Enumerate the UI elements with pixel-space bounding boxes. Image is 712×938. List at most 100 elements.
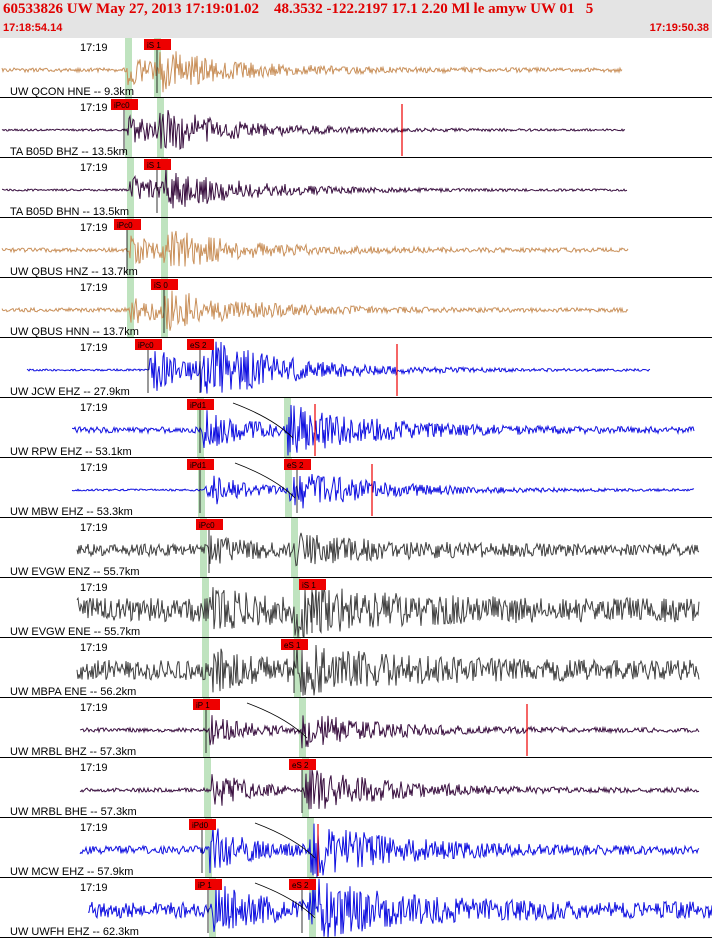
trace-row[interactable]: eS 2 17:19 UW MRBL BHE -- 57.3km xyxy=(0,758,712,818)
trace-time-label: 17:19 xyxy=(80,42,108,54)
arrival-band xyxy=(125,38,132,98)
pick-label: iPd1 xyxy=(190,401,207,410)
trace-row[interactable]: iPc0 17:19 TA B05D BHZ -- 13.5km xyxy=(0,98,712,158)
pick-label: iPc0 xyxy=(199,521,215,530)
waveform xyxy=(71,473,695,509)
trace-time-label: 17:19 xyxy=(80,642,108,654)
arrival-band xyxy=(293,578,300,638)
channel-label: UW MBPA ENE -- 56.2km xyxy=(10,686,136,698)
arrival-band xyxy=(204,758,211,818)
waveform xyxy=(76,532,700,567)
pick-label: eS 2 xyxy=(292,881,309,890)
pick-label: iPd0 xyxy=(192,821,209,830)
trace-row[interactable]: iPc0 17:19 UW EVGW ENZ -- 55.7km xyxy=(0,518,712,578)
trace-time-label: 17:19 xyxy=(80,462,108,474)
pick-flag[interactable] xyxy=(111,99,138,110)
arrival-band xyxy=(285,458,292,518)
pick-flag[interactable] xyxy=(289,879,316,890)
channel-label: UW UWFH EHZ -- 62.3km xyxy=(10,926,139,938)
travel-time-curve xyxy=(254,882,316,919)
pick-label: iPc0 xyxy=(138,341,154,350)
pick-label: eS 2 xyxy=(287,461,304,470)
pick-label: iPc0 xyxy=(117,221,133,230)
travel-time-curve xyxy=(254,822,316,859)
pick-flag[interactable] xyxy=(114,219,141,230)
trace-row[interactable]: iS 1 17:19 UW EVGW ENE -- 55.7km xyxy=(0,578,712,638)
trace-time-label: 17:19 xyxy=(80,582,108,594)
travel-time-curve xyxy=(246,702,308,739)
channel-label: UW RPW EHZ -- 53.1km xyxy=(10,446,132,458)
pick-label: iPd1 xyxy=(190,461,207,470)
pick-flag[interactable] xyxy=(144,159,171,170)
pick-label: eS 2 xyxy=(190,341,207,350)
travel-time-curve xyxy=(234,462,296,499)
pick-label: iS 1 xyxy=(147,41,161,50)
channel-label: UW MBW EHZ -- 53.3km xyxy=(10,506,133,518)
trace-time-label: 17:19 xyxy=(80,882,108,894)
pick-flag[interactable] xyxy=(189,819,216,830)
pick-flag[interactable] xyxy=(144,39,171,50)
waveform xyxy=(76,585,700,638)
pick-label: iP 1 xyxy=(196,701,210,710)
arrival-band xyxy=(198,458,205,518)
arrival-band xyxy=(205,818,212,878)
pick-flag[interactable] xyxy=(299,579,326,590)
waveform xyxy=(88,878,712,938)
pick-flag[interactable] xyxy=(187,339,214,350)
event-title: 60533826 UW May 27, 2013 17:19:01.02 48.… xyxy=(3,1,594,17)
channel-label: TA B05D BHN -- 13.5km xyxy=(10,206,129,218)
waveform xyxy=(1,167,628,209)
pick-flag[interactable] xyxy=(196,519,223,530)
pick-label: iS 1 xyxy=(302,581,316,590)
trace-row[interactable]: iP 1 17:19 UW MRBL BHZ -- 57.3km xyxy=(0,698,712,758)
trace-row[interactable]: iPd0 17:19 UW MCW EHZ -- 57.9km xyxy=(0,818,712,878)
arrival-band xyxy=(127,278,134,338)
channel-label: UW QBUS HNZ -- 13.7km xyxy=(10,266,138,278)
pick-flag[interactable] xyxy=(151,279,178,290)
arrival-band xyxy=(209,878,216,938)
waveform xyxy=(79,823,700,878)
channel-label: UW MCW EHZ -- 57.9km xyxy=(10,866,133,878)
pick-flag[interactable] xyxy=(135,339,162,350)
waveform xyxy=(26,341,651,394)
pick-flag[interactable] xyxy=(281,639,308,650)
pick-flag[interactable] xyxy=(289,759,316,770)
trace-time-label: 17:19 xyxy=(80,282,108,294)
trace-row[interactable]: iS 0 17:19 UW QBUS HNN -- 13.7km xyxy=(0,278,712,338)
trace-row[interactable]: iPd1 eS 2 17:19 UW MBW EHZ -- 53.3km xyxy=(0,458,712,518)
waveform xyxy=(72,404,695,456)
trace-row[interactable]: iPc0 17:19 UW QBUS HNZ -- 13.7km xyxy=(0,218,712,278)
trace-row[interactable]: iPc0 eS 2 17:19 UW JCW EHZ -- 27.9km xyxy=(0,339,712,398)
trace-time-label: 17:19 xyxy=(80,702,108,714)
pick-label: iS 0 xyxy=(154,281,168,290)
seismogram-panel[interactable]: iS 1 17:19 UW QCON HNE -- 9.3km iPc0 17:19 TA… xyxy=(0,38,712,938)
trace-time-label: 17:19 xyxy=(80,822,108,834)
trace-time-label: 17:19 xyxy=(80,102,108,114)
event-header: 60533826 UW May 27, 2013 17:19:01.02 48.… xyxy=(0,0,712,38)
trace-time-label: 17:19 xyxy=(80,402,108,414)
trace-row[interactable]: iPd1 17:19 UW RPW EHZ -- 53.1km xyxy=(0,398,712,458)
pick-flag[interactable] xyxy=(187,399,214,410)
waveform xyxy=(76,642,700,696)
trace-row[interactable]: eS 1 17:19 UW MBPA ENE -- 56.2km xyxy=(0,638,712,698)
trace-time-label: 17:19 xyxy=(80,342,108,354)
trace-row[interactable]: iS 1 17:19 TA B05D BHN -- 13.5km xyxy=(0,158,712,218)
start-time-label: 17:18:54.14 xyxy=(3,22,63,34)
channel-label: UW QBUS HNN -- 13.7km xyxy=(10,326,139,338)
channel-label: UW MRBL BHZ -- 57.3km xyxy=(10,746,136,758)
pick-flag[interactable] xyxy=(187,459,214,470)
travel-time-curve xyxy=(232,402,294,439)
channel-label: TA B05D BHZ -- 13.5km xyxy=(10,146,128,158)
trace-row[interactable]: iP 1 eS 2 17:19 UW UWFH EHZ -- 62.3km xyxy=(0,878,712,938)
pick-label: iS 1 xyxy=(147,161,161,170)
trace-row[interactable]: iS 1 17:19 UW QCON HNE -- 9.3km xyxy=(0,38,712,98)
pick-flag[interactable] xyxy=(193,699,220,710)
arrival-band xyxy=(161,218,168,278)
arrival-band xyxy=(203,698,210,758)
pick-label: eS 1 xyxy=(284,641,301,650)
pick-flag[interactable] xyxy=(284,459,311,470)
trace-time-label: 17:19 xyxy=(80,222,108,234)
waveform xyxy=(1,51,623,93)
trace-time-label: 17:19 xyxy=(80,522,108,534)
pick-flag[interactable] xyxy=(195,879,222,890)
